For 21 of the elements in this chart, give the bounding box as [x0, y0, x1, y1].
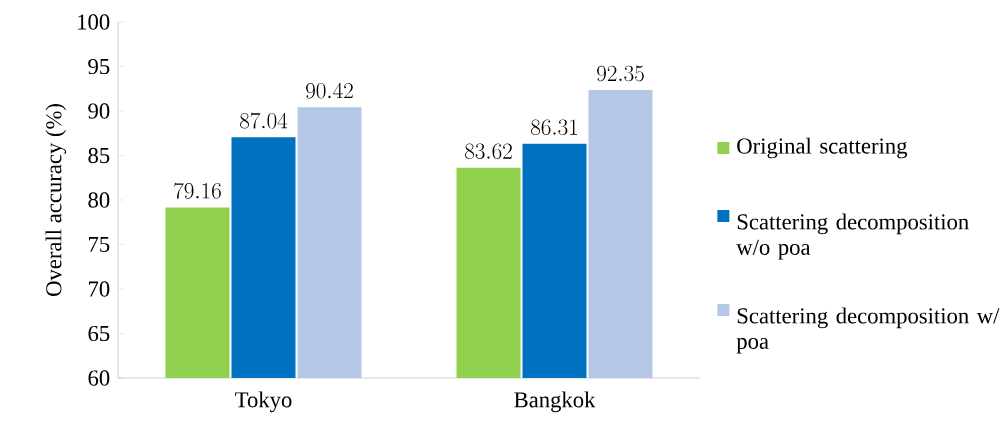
x-tick-label: Tokyo [235, 391, 292, 413]
data-label: 86.31 [530, 119, 578, 136]
data-label: 79. 16 [174, 182, 221, 199]
data-label: 92.35 [597, 65, 644, 82]
y-tick-label: 90 [88, 103, 110, 119]
y-tick-label: 80 [88, 192, 110, 208]
legend-label: Scattering decomposition w/o poa [736, 213, 969, 260]
legend-label: Scattering decomposition w/ poa [736, 307, 1000, 354]
x-tick-label: Bangkok [514, 391, 596, 413]
y-tick-label: 100 [78, 14, 110, 30]
y-tick-label: 95 [88, 58, 110, 75]
data-label: 90.42 [306, 82, 353, 99]
y-axis-title: Overall accuracy (%) [45, 104, 67, 296]
data-label: 87.04 [239, 112, 288, 129]
y-tick-label: 70 [89, 281, 110, 297]
y-tick-label: 60 [88, 370, 110, 386]
y-tick-label: 75 [89, 236, 110, 253]
y-tick-label: 65 [88, 325, 110, 342]
legend-label: Original scattering [737, 137, 908, 159]
data-label: 83.62 [464, 143, 512, 159]
y-tick-label: 85 [88, 147, 110, 164]
